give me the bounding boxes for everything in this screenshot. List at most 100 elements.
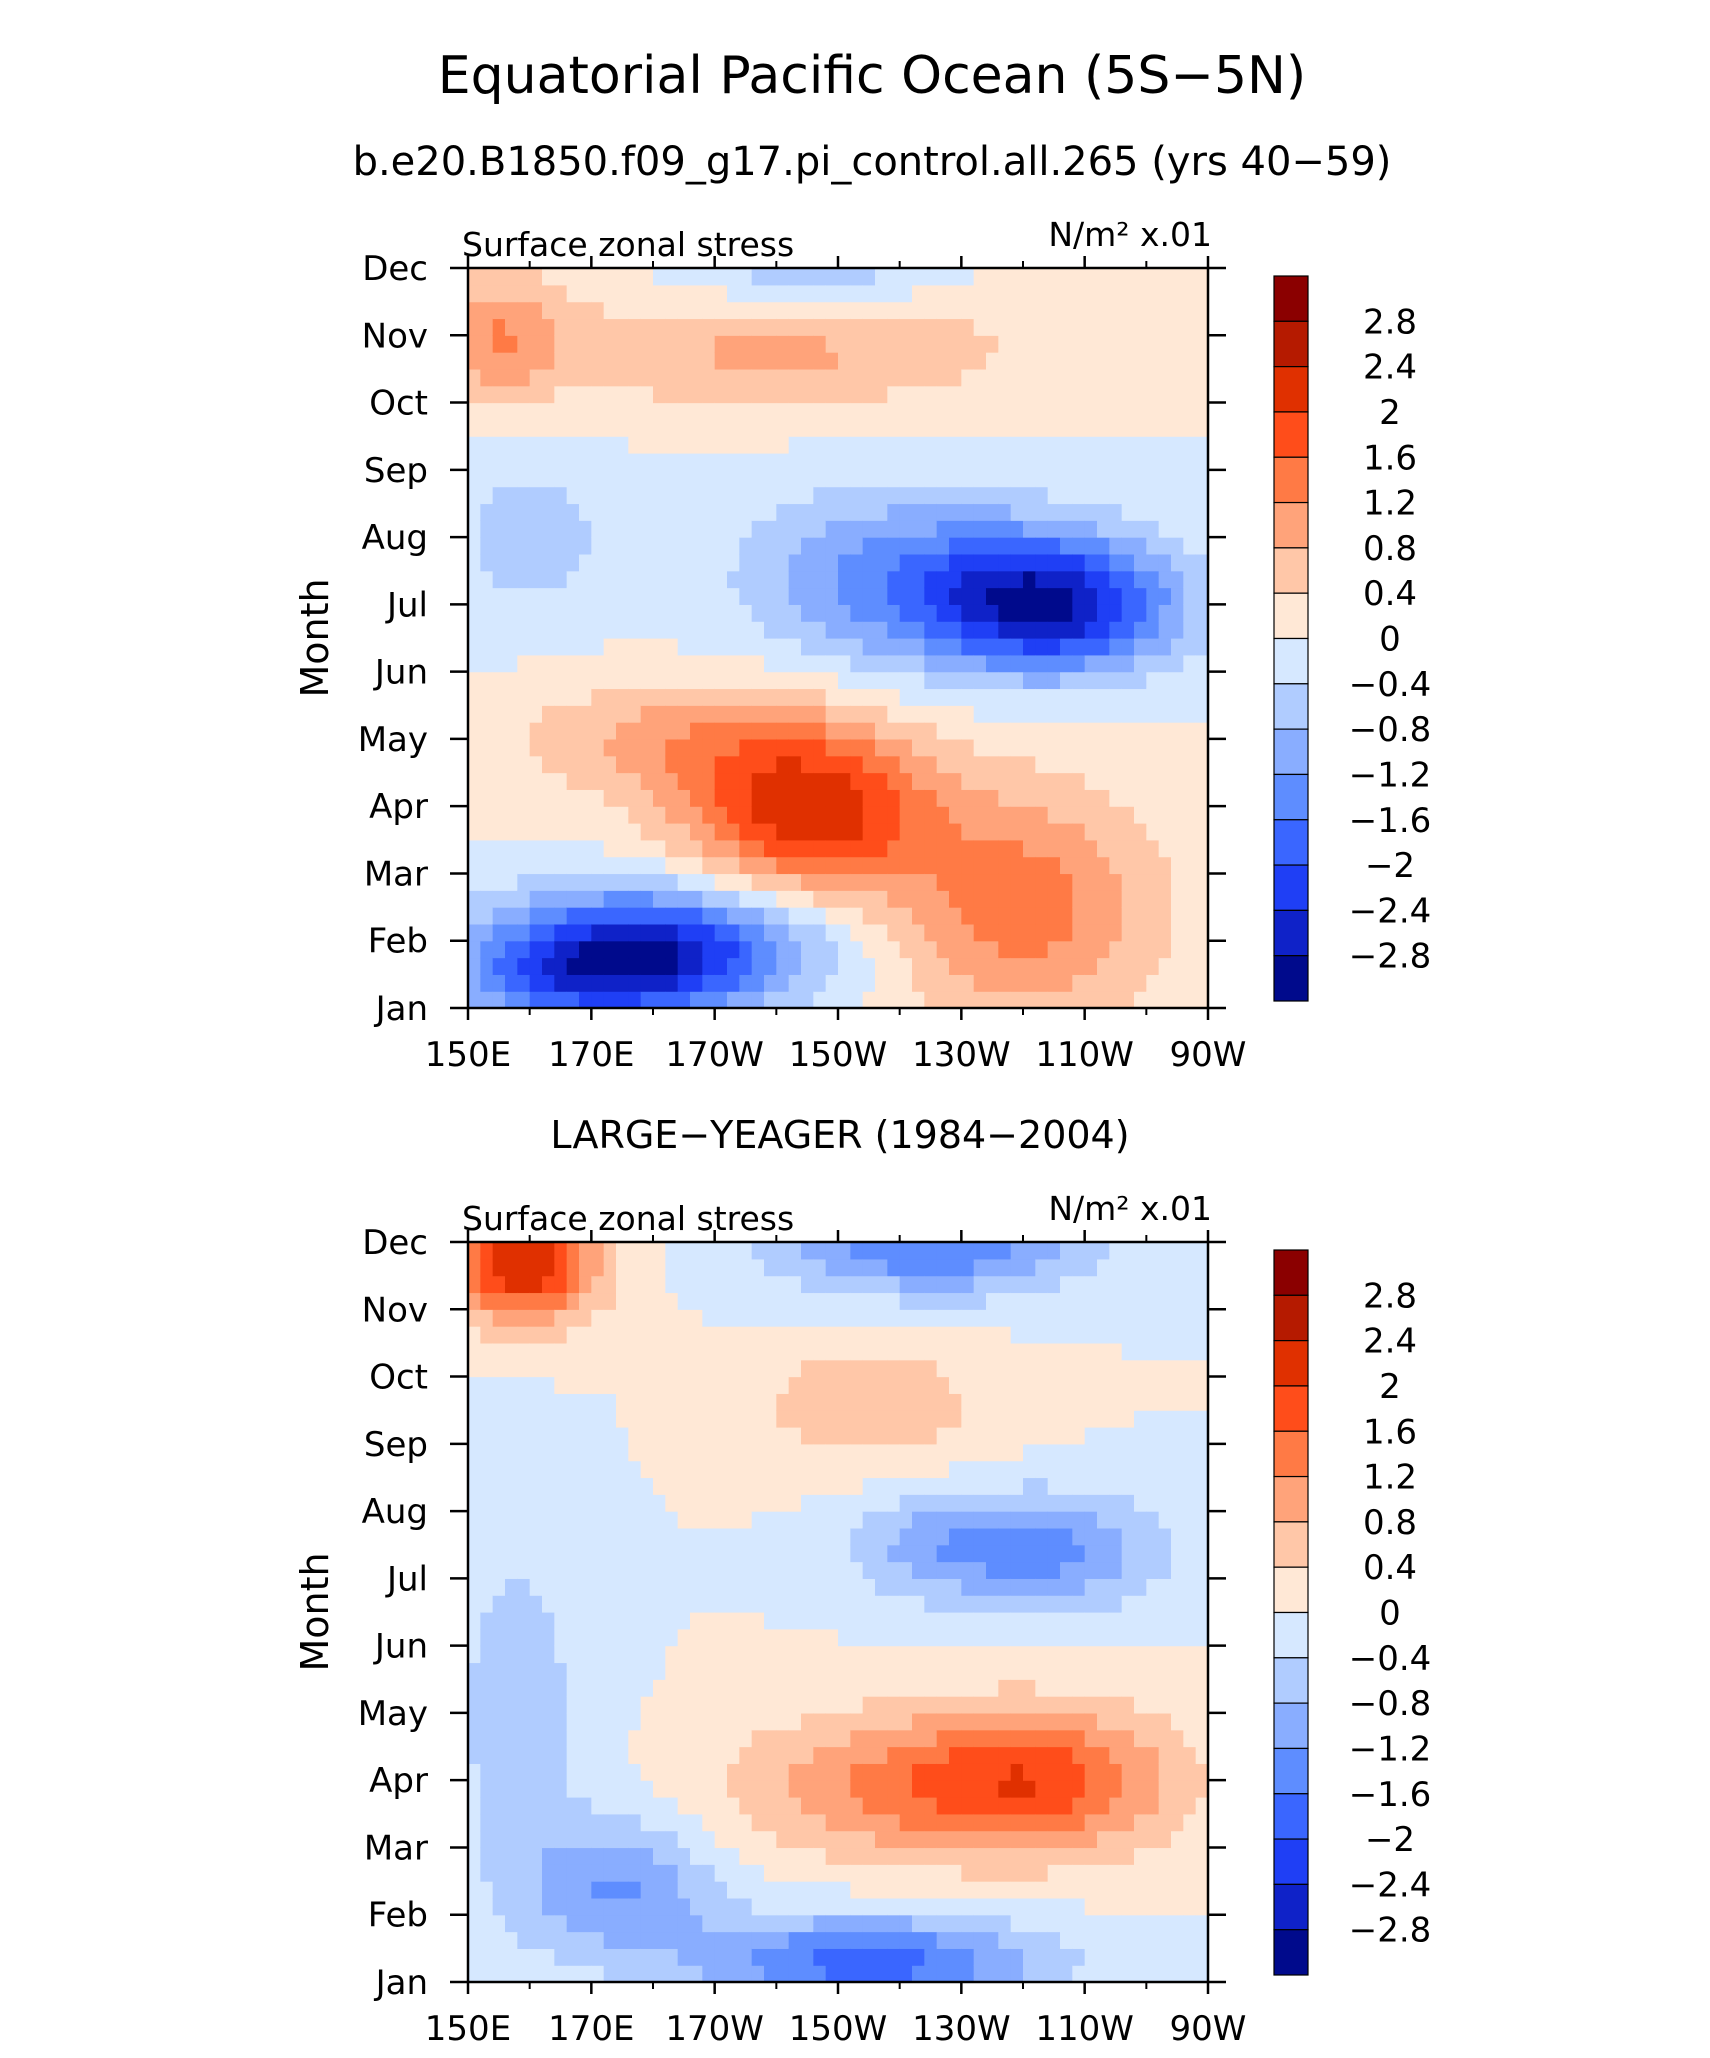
contour-cell	[998, 1376, 1012, 1394]
contour-cell	[542, 991, 555, 1008]
contour-cell	[690, 1511, 703, 1529]
contour-cell	[986, 839, 999, 858]
contour-cell	[973, 621, 987, 639]
contour-cell	[1084, 671, 1098, 690]
x-tick-label: 170W	[665, 1035, 764, 1075]
contour-cell	[1035, 570, 1049, 589]
contour-cell	[850, 402, 864, 420]
contour-cell	[616, 705, 629, 723]
contour-cell	[739, 1679, 753, 1697]
contour-cell	[1023, 1561, 1036, 1579]
contour-cell	[776, 1847, 790, 1865]
contour-cell	[566, 823, 580, 841]
contour-cell	[616, 1914, 629, 1933]
contour-cell	[665, 402, 679, 420]
contour-cell	[640, 621, 654, 639]
contour-cell	[1060, 1763, 1073, 1781]
contour-cell	[751, 1342, 765, 1361]
contour-cell	[702, 1578, 716, 1596]
contour-cell	[788, 1931, 802, 1949]
contour-cell	[1109, 368, 1123, 387]
contour-cell	[603, 1342, 617, 1361]
contour-cell	[468, 1712, 481, 1731]
contour-cell	[492, 1561, 506, 1579]
contour-cell	[936, 503, 950, 521]
contour-cell	[1072, 1376, 1086, 1394]
contour-cell	[1060, 806, 1073, 824]
contour-cell	[936, 1696, 950, 1714]
contour-cell	[813, 318, 827, 336]
contour-cell	[912, 772, 925, 790]
contour-cell	[714, 1326, 728, 1344]
contour-cell	[1183, 772, 1197, 790]
contour-cell	[1097, 991, 1110, 1008]
contour-cell	[961, 1729, 975, 1748]
contour-cell	[727, 923, 740, 942]
contour-cell	[838, 1931, 851, 1949]
contour-cell	[912, 1292, 925, 1310]
contour-cell	[936, 368, 950, 387]
contour-cell	[665, 638, 679, 656]
contour-cell	[1121, 335, 1135, 353]
contour-cell	[788, 873, 802, 891]
contour-cell	[480, 1578, 494, 1596]
contour-cell	[961, 352, 975, 370]
contour-cell	[739, 570, 753, 589]
contour-cell	[542, 1342, 555, 1361]
contour-cell	[862, 1662, 876, 1680]
contour-cell	[690, 486, 703, 505]
contour-cell	[640, 1662, 654, 1680]
contour-cell	[936, 1780, 950, 1798]
contour-cell	[949, 1443, 962, 1462]
contour-cell	[850, 469, 864, 488]
contour-cell	[825, 873, 839, 891]
contour-cell	[653, 1376, 666, 1394]
contour-cell	[813, 789, 827, 807]
contour-cell	[1072, 1628, 1086, 1647]
contour-cell	[899, 1881, 913, 1899]
contour-cell	[727, 1460, 740, 1479]
contour-cell	[579, 385, 592, 404]
contour-cell	[1097, 1948, 1110, 1966]
contour-cell	[702, 1443, 716, 1462]
contour-cell	[1010, 553, 1024, 572]
contour-cell	[936, 1561, 950, 1579]
contour-cell	[912, 1897, 925, 1916]
contour-cell	[517, 688, 531, 706]
contour-cell	[986, 284, 999, 303]
contour-cell	[665, 385, 679, 404]
contour-cell	[690, 1410, 703, 1428]
contour-cell	[702, 1359, 716, 1378]
contour-cell	[542, 570, 555, 589]
contour-cell	[875, 1326, 888, 1344]
contour-cell	[714, 469, 728, 488]
contour-cell	[1035, 1595, 1049, 1613]
y-tick-label: Jan	[374, 989, 428, 1029]
contour-cell	[912, 1595, 925, 1613]
contour-cell	[887, 1511, 901, 1529]
contour-cell	[714, 890, 728, 908]
contour-cell	[986, 1746, 999, 1764]
contour-cell	[1060, 755, 1073, 774]
contour-cell	[998, 1494, 1012, 1512]
contour-cell	[1060, 991, 1073, 1008]
contour-cell	[1084, 520, 1098, 538]
contour-cell	[739, 873, 753, 891]
contour-cell	[998, 1477, 1012, 1495]
contour-cell	[936, 1342, 950, 1361]
contour-cell	[677, 856, 691, 875]
contour-cell	[517, 1830, 531, 1849]
contour-cell	[1195, 469, 1208, 488]
contour-cell	[801, 890, 814, 908]
contour-cell	[776, 436, 790, 454]
contour-cell	[788, 537, 802, 555]
contour-cell	[739, 1309, 753, 1327]
contour-cell	[813, 1561, 827, 1579]
contour-cell	[1060, 654, 1073, 673]
contour-cell	[566, 1897, 580, 1916]
contour-cell	[813, 520, 827, 538]
contour-cell	[850, 1864, 864, 1882]
contour-cell	[986, 1864, 999, 1882]
contour-cell	[1035, 520, 1049, 538]
contour-cell	[1171, 335, 1184, 353]
